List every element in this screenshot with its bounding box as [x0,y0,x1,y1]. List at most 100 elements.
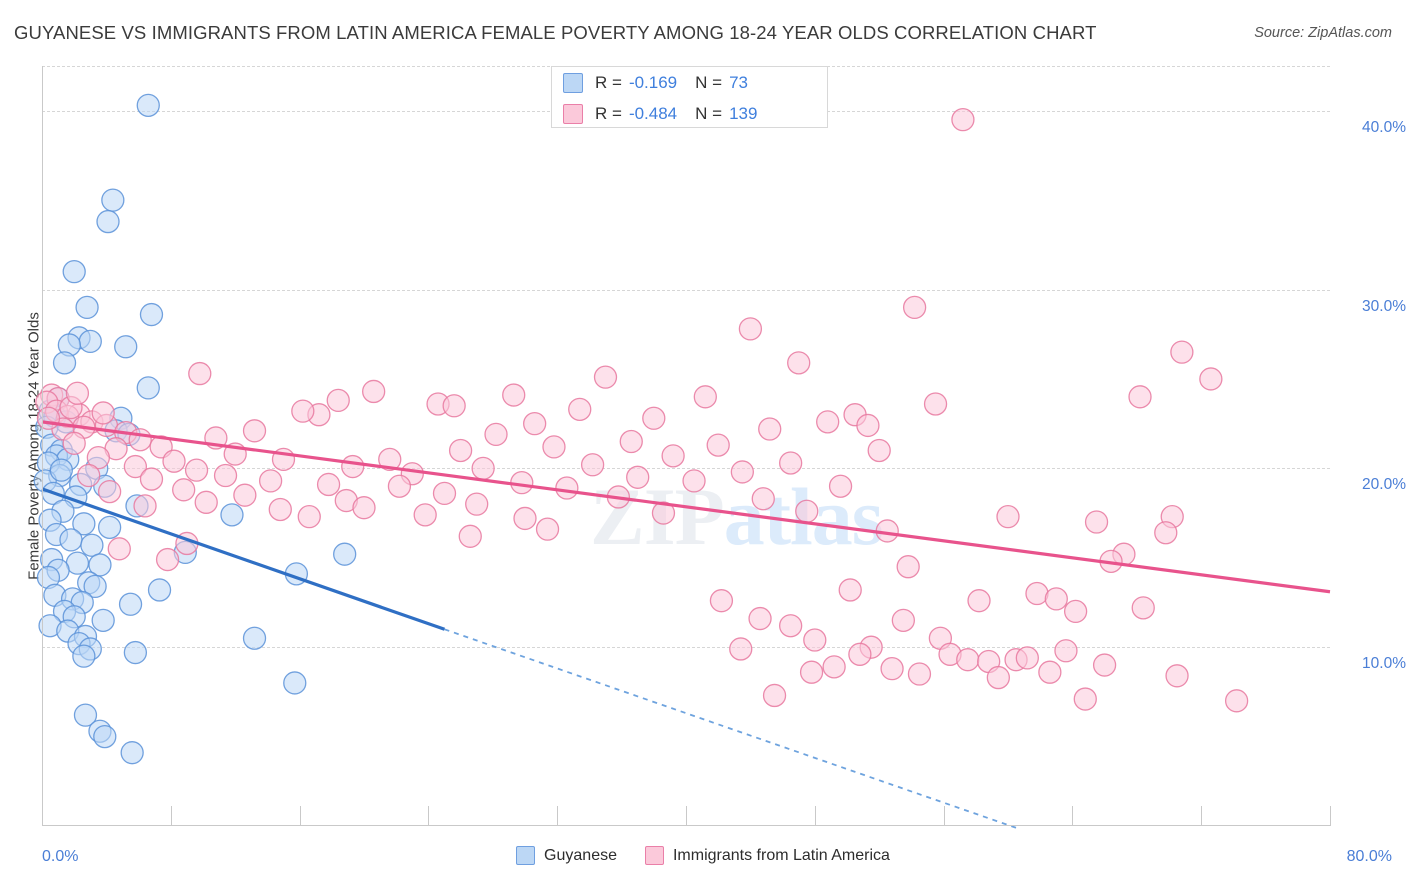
scatter-point [77,463,101,488]
scatter-point [316,472,341,497]
stats-row-immigrants: R = -0.484 N = 139 [552,98,827,129]
scatter-point [139,302,164,327]
scatter-point [880,656,904,681]
scatter-point [787,351,811,375]
scatter-point [162,449,186,473]
scatter-point [442,394,466,418]
scatter-point [83,574,107,599]
scatter-point [114,335,138,359]
scatter-point [568,397,592,421]
legend-item-immigrants[interactable]: Immigrants from Latin America [644,846,890,865]
scatter-point [555,476,579,500]
trendline-solid [41,487,446,631]
plot-area: Female Poverty Among 18-24 Year Olds 10.… [26,66,1406,829]
stats-r-value-immigrants: -0.484 [628,103,678,123]
x-axis-line [42,825,1330,826]
scatter-point [867,438,891,463]
scatter-point [1063,599,1088,624]
scatter-point [155,547,180,572]
scatter-point [1170,340,1194,364]
scatter-point [1092,653,1117,677]
source-label: Source: ZipAtlas.com [1254,25,1392,41]
scatter-point [62,431,86,455]
scatter-point [523,411,547,436]
scatter-point [709,589,734,613]
scatter-point [93,724,117,749]
scatter-point [233,483,257,507]
scatter-point [72,512,96,536]
stats-r-label-immigrants: R = [595,103,622,123]
scatter-point [86,445,110,470]
y-tick-label: 30.0% [1362,297,1406,315]
x-tick [1201,806,1203,826]
scatter-point [822,655,846,679]
scatter-point [147,578,172,602]
scatter-point [139,467,164,491]
scatter-point [133,494,157,518]
scatter-point [188,361,212,386]
scatter-point [651,501,676,525]
stats-row-guyanese: R = -0.169 N = 73 [552,67,827,98]
x-tick [428,806,430,826]
scatter-point [748,606,772,631]
scatter-point [458,524,482,548]
scatter-point [661,444,685,468]
x-axis-min-label: 0.0% [42,848,79,865]
scatter-point [730,460,754,484]
x-tick [814,806,816,826]
gridline-30.0% [42,289,1330,291]
scatter-point [803,628,827,652]
scatter-point [352,496,376,520]
x-axis-max-label: 80.0% [1346,848,1392,865]
scatter-point [513,506,537,531]
scatter-point [118,592,143,616]
scatter-point [1038,660,1062,684]
scatter-point [626,465,650,489]
scatter-point [62,259,86,284]
x-tick [943,806,945,826]
scatter-point [542,435,566,459]
x-tick [1072,806,1074,826]
scatter-point [1224,689,1249,713]
scatter-points-layer [33,93,1249,765]
legend-swatch-immigrants [644,846,664,865]
scatter-point [848,642,872,666]
trendlines-layer [41,420,1331,829]
scatter-point [799,660,824,684]
scatter-point [75,295,99,320]
correlation-stats-box: R = -0.169 N = 73 R = -0.484 N = 139 [551,66,828,128]
scatter-point [194,490,218,514]
scatter-point [172,478,196,502]
scatter-point [986,665,1010,690]
gridline-10.0% [42,647,1330,649]
chart-legend: Guyanese Immigrants from Latin America [0,846,1406,865]
scatter-point [856,413,880,438]
scatter-point [120,741,144,765]
legend-label-immigrants: Immigrants from Latin America [672,846,890,864]
x-tick [686,806,687,826]
trendline-solid [41,420,1331,594]
scatter-point [1073,687,1097,711]
scatter-point [682,469,706,493]
scatter-point [333,542,357,566]
y-axis-line [42,66,43,826]
scatter-point [73,703,98,727]
scatter-point [642,406,666,430]
scatter-point [1054,639,1078,663]
scatter-point [72,644,96,668]
x-tick [557,806,559,826]
scatter-point [535,517,560,541]
legend-item-guyanese[interactable]: Guyanese [516,846,617,865]
scatter-point [1199,367,1223,391]
stats-swatch-guyanese [563,72,583,93]
scatter-point [258,469,283,493]
scatter-point [448,438,473,463]
scatter-point [184,458,209,482]
scatter-point [619,429,643,454]
scatter-point [97,479,122,504]
stats-n-label-guyanese: N = [695,72,723,92]
scatter-point [580,453,605,477]
x-tick [170,806,172,826]
scatter-point [907,662,932,686]
scatter-point [136,93,160,117]
